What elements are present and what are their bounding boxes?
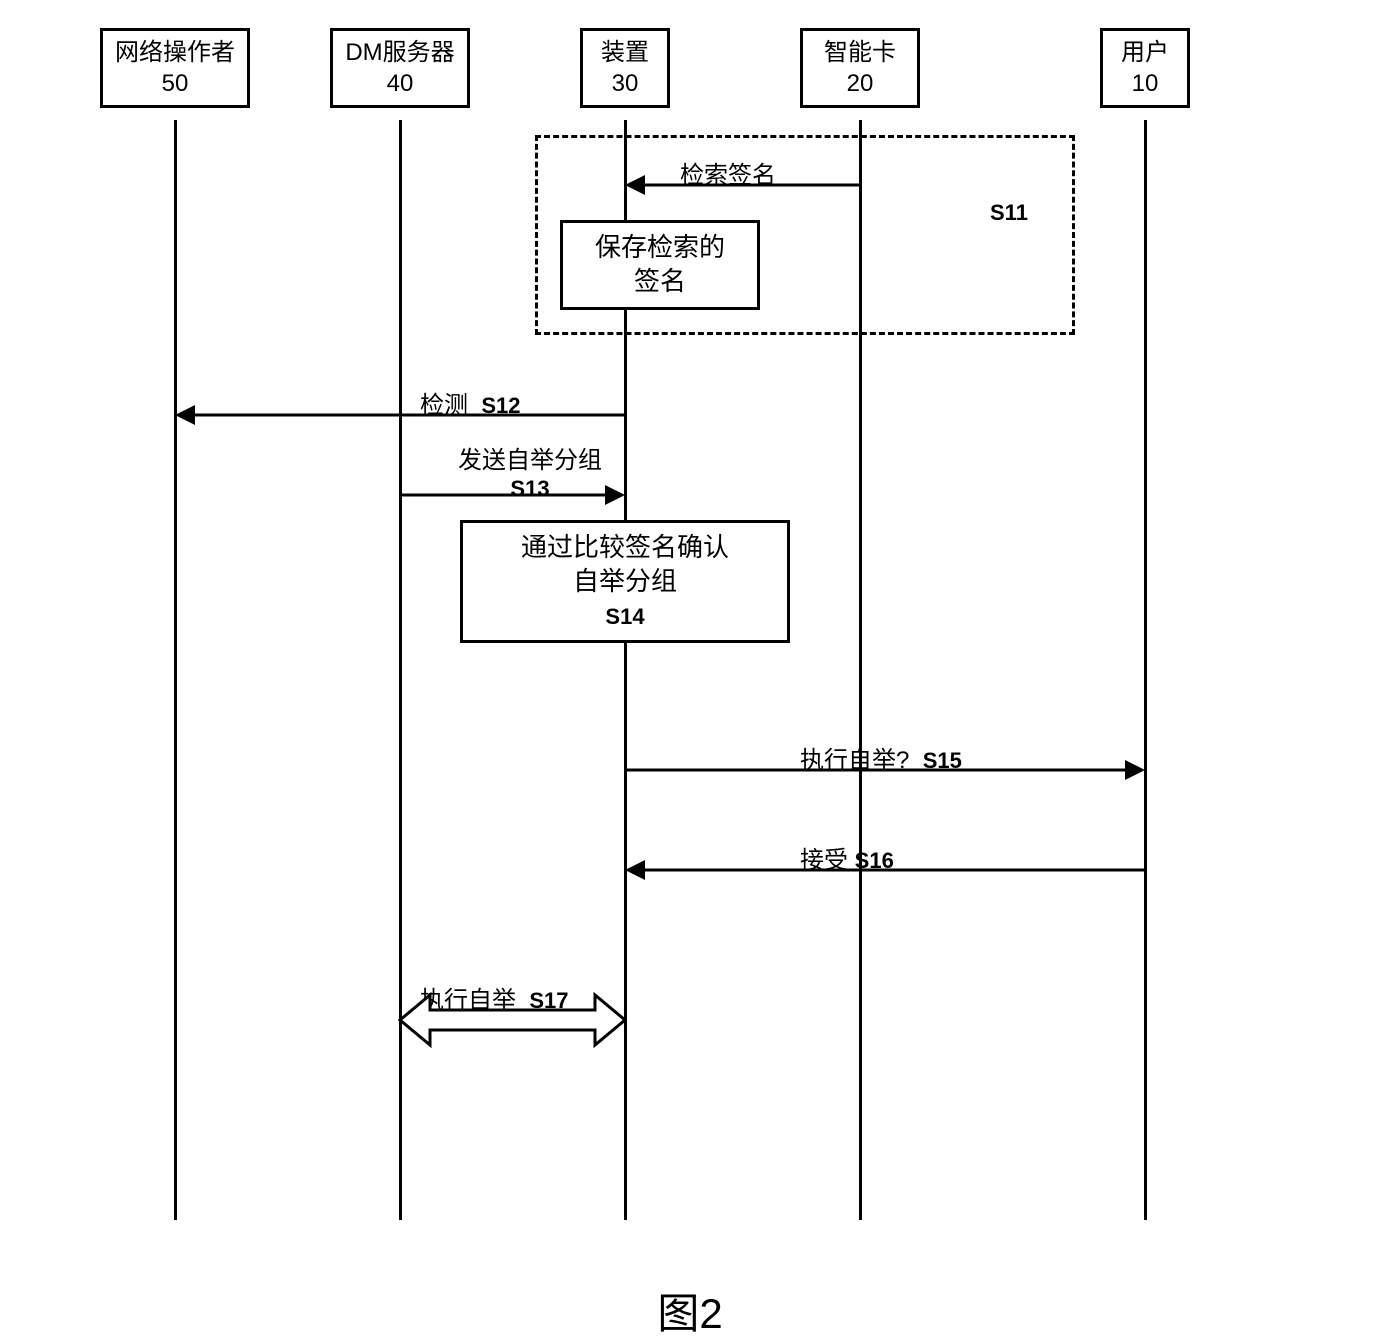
participant-network-operator: 网络操作者 50	[100, 28, 250, 108]
participant-number: 10	[1132, 70, 1159, 97]
step-label-s17: S17	[529, 988, 568, 1013]
lifeline-network-operator	[174, 120, 177, 1220]
process-verify-bootstrap: 通过比较签名确认 自举分组 S14	[460, 520, 790, 643]
step-label-s11: S11	[990, 200, 1028, 226]
participant-number: 20	[847, 70, 874, 97]
participant-smart-card: 智能卡 20	[800, 28, 920, 108]
participant-label: 用户	[1121, 39, 1169, 66]
sequence-diagram: 网络操作者 50 DM服务器 40 装置 30 智能卡 20 用户 10 S11…	[40, 20, 1340, 1270]
participant-device: 装置 30	[580, 28, 670, 108]
participant-label: 网络操作者	[115, 39, 235, 66]
step-label-s16: S16	[855, 848, 894, 873]
lifeline-dm-server	[399, 120, 402, 1220]
step-label-s12: S12	[481, 393, 520, 418]
message-label-accept: 接受 S16	[800, 840, 894, 875]
participant-dm-server: DM服务器 40	[330, 28, 470, 108]
process-line2: 自举分组	[573, 566, 677, 596]
process-line1: 保存检索的	[595, 232, 725, 262]
message-label-retrieve-signature: 检索签名	[680, 155, 776, 190]
message-label-execute-bootstrap: 执行自举 S17	[420, 980, 569, 1015]
participant-label: 装置	[601, 39, 649, 66]
participant-label: 智能卡	[824, 39, 896, 66]
message-label-execute-bootstrap-q: 执行自举? S15	[800, 740, 962, 775]
participant-user: 用户 10	[1100, 28, 1190, 108]
message-label-send-bootstrap: 发送自举分组S13	[440, 440, 620, 503]
message-label-detect: 检测 S12	[420, 385, 521, 420]
process-line1: 通过比较签名确认	[521, 532, 729, 562]
participant-number: 30	[612, 70, 639, 97]
participant-number: 50	[162, 70, 189, 97]
lifeline-user	[1144, 120, 1147, 1220]
process-save-signature: 保存检索的 签名	[560, 220, 760, 310]
participant-number: 40	[387, 70, 414, 97]
process-line2: 签名	[634, 266, 686, 296]
step-label-s14: S14	[605, 604, 644, 629]
step-label-s13: S13	[510, 476, 549, 501]
step-label-s15: S15	[923, 748, 962, 773]
figure-label: 图2	[657, 1280, 722, 1341]
participant-label: DM服务器	[345, 39, 454, 66]
